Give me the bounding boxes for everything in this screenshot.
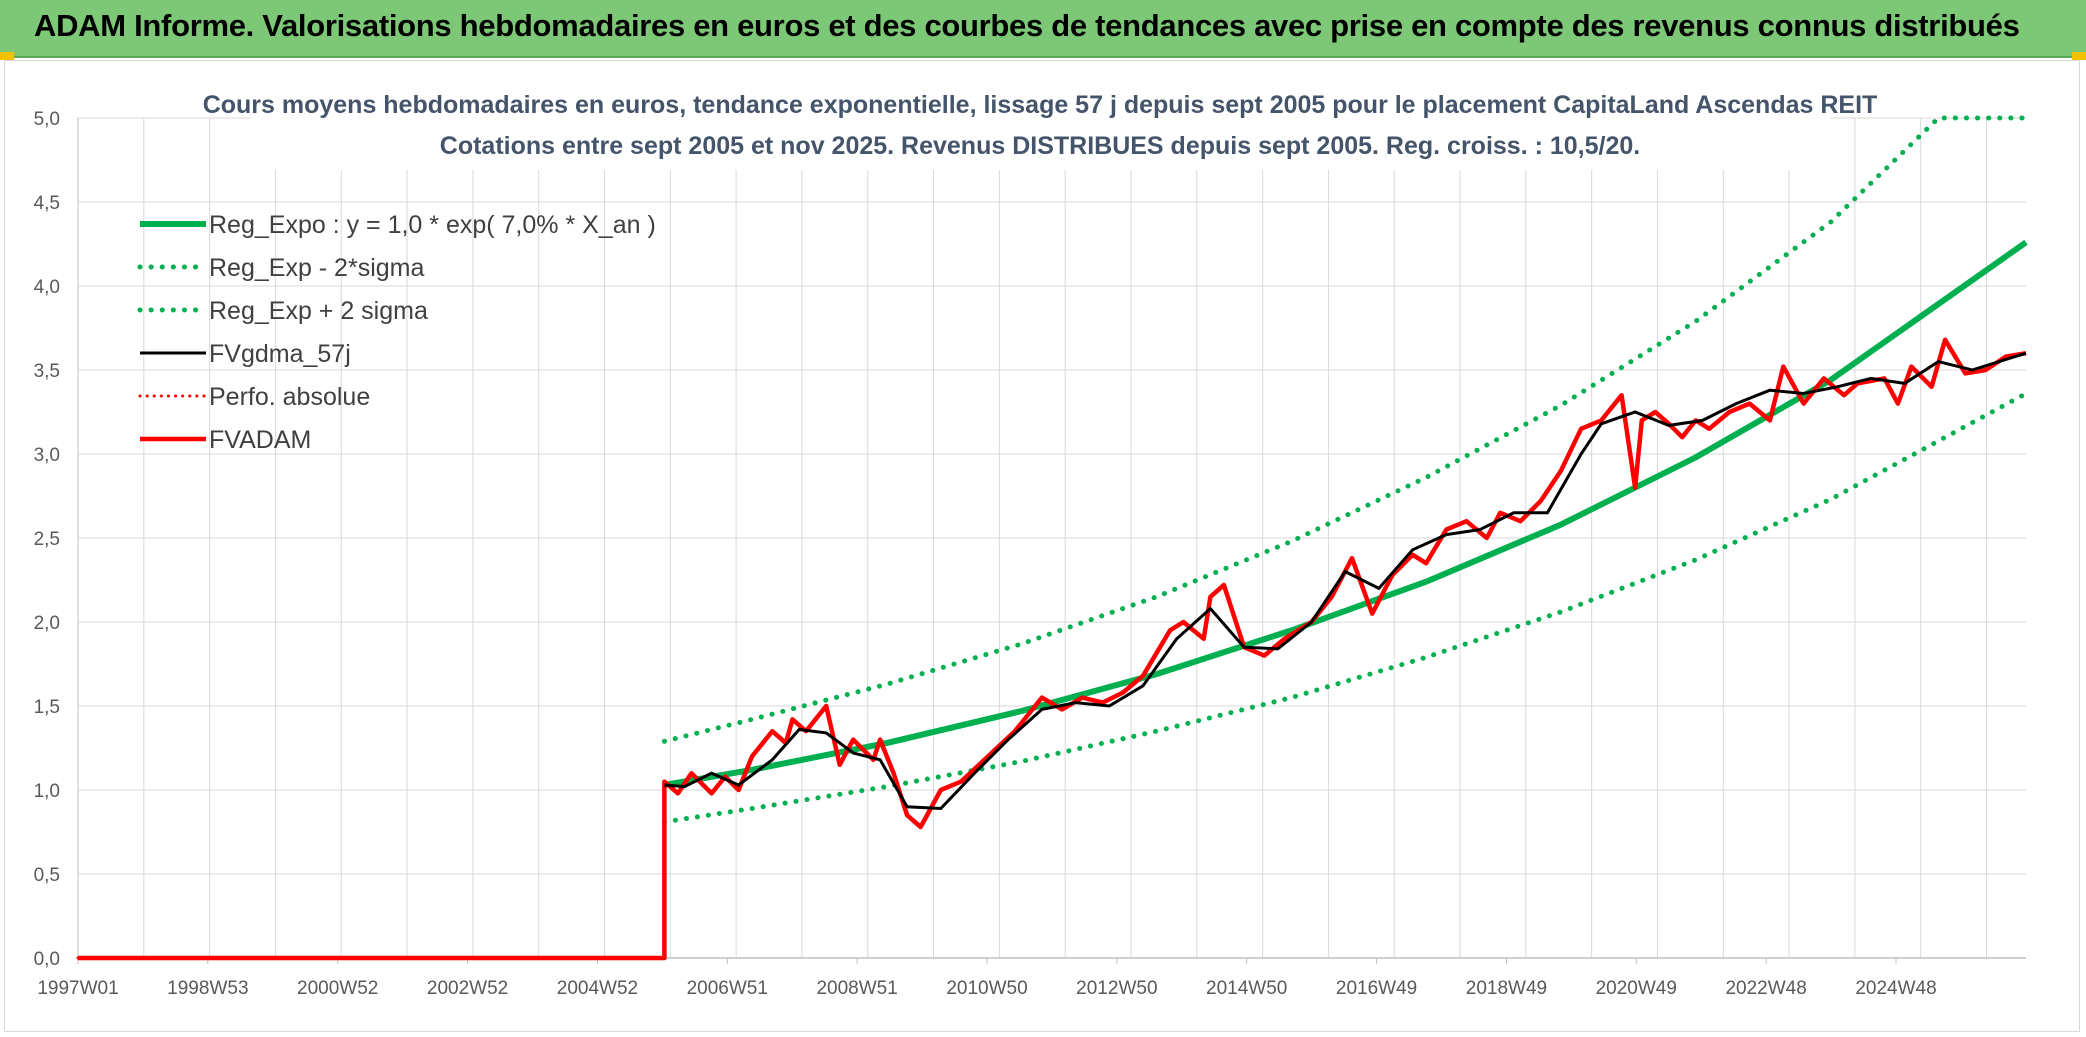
- y-tick-label: 3,0: [34, 445, 60, 466]
- report-title: ADAM Informe. Valorisations hebdomadaire…: [34, 8, 2020, 43]
- chart-title-block: Cours moyens hebdomadaires en euros, ten…: [203, 86, 1878, 170]
- y-tick-label: 3,5: [34, 361, 60, 382]
- y-tick-label: 1,5: [34, 697, 60, 718]
- y-tick-label: 1,0: [34, 781, 60, 802]
- legend: Reg_Expo : y = 1,0 * exp( 7,0% * X_an ) R…: [137, 211, 656, 454]
- x-tick-label: 2006W51: [687, 978, 768, 999]
- series-line-3: [664, 351, 2027, 811]
- report-banner: ADAM Informe. Valorisations hebdomadaire…: [0, 0, 2086, 58]
- chart-frame: [4, 60, 2080, 1032]
- y-tick-label: 2,5: [34, 529, 60, 550]
- y-tick-label: 4,0: [34, 277, 60, 298]
- series-line-4: [76, 780, 666, 960]
- title-background: [250, 86, 1830, 170]
- x-tick-label: 2002W52: [427, 978, 508, 999]
- y-tick-label: 4,5: [34, 193, 60, 214]
- series-line-2: [661, 115, 2029, 744]
- chart-subtitle: Cotations entre sept 2005 et nov 2025. R…: [440, 132, 1640, 160]
- y-tick-label: 0,0: [34, 949, 60, 970]
- legend-entry-label: Reg_Exp + 2 sigma: [209, 297, 428, 325]
- y-tick-label: 2,0: [34, 613, 60, 634]
- axes: 0,0 0,5 1,0 1,5 2,0 2,5 3,0 3,5 4,0 4,5 5,0 1997W01…: [34, 109, 2026, 999]
- chart-title: Cours moyens hebdomadaires en euros, ten…: [203, 91, 1878, 119]
- x-tick-label: 2016W49: [1336, 978, 1417, 999]
- series-lines: [76, 115, 2029, 961]
- series-line-1: [661, 391, 2029, 825]
- y-tick-label: 5,0: [34, 109, 60, 130]
- x-tick-label: 2020W49: [1596, 978, 1677, 999]
- legend-entry-label: Reg_Expo : y = 1,0 * exp( 7,0% * X_an ): [209, 211, 656, 239]
- x-tick-label: 2000W52: [297, 978, 378, 999]
- x-tick-label: 2008W51: [816, 978, 897, 999]
- x-tick-label: 1997W01: [37, 978, 118, 999]
- legend-entry-label: FVgdma_57j: [209, 340, 351, 368]
- corner-marker-right: [2072, 52, 2086, 60]
- x-tick-label: 2012W50: [1076, 978, 1157, 999]
- legend-entry-label: Reg_Exp - 2*sigma: [209, 254, 424, 282]
- x-tick-label: 2022W48: [1725, 978, 1806, 999]
- gridlines: [77, 117, 2026, 959]
- x-tick-label: 2014W50: [1206, 978, 1287, 999]
- x-tick-label: 1998W53: [167, 978, 248, 999]
- legend-entry-label: Perfo. absolue: [209, 383, 370, 411]
- series-line-0: [663, 239, 2028, 788]
- x-tick-label: 2024W48: [1855, 978, 1936, 999]
- x-tick-label: 2018W49: [1466, 978, 1547, 999]
- x-tick-label: 2004W52: [557, 978, 638, 999]
- x-tick-label: 2010W50: [946, 978, 1027, 999]
- corner-marker-left: [0, 52, 14, 60]
- y-tick-label: 0,5: [34, 865, 60, 886]
- legend-entry-label: FVADAM: [209, 426, 311, 454]
